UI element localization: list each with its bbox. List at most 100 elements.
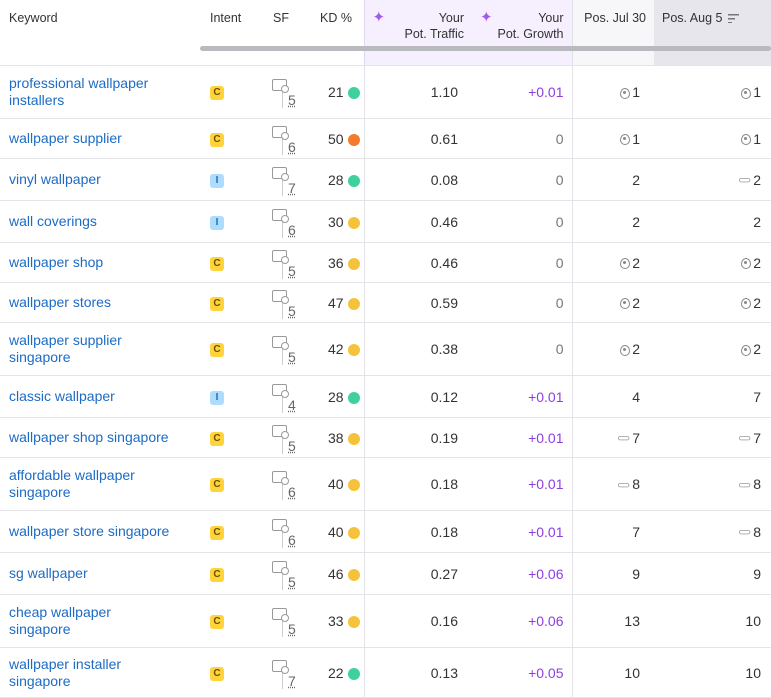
intent-badge[interactable]: C	[210, 86, 224, 101]
serp-preview-icon[interactable]	[272, 208, 289, 223]
position-value[interactable]: 7	[632, 523, 640, 540]
serp-features-count[interactable]: 6	[282, 484, 296, 500]
serp-features-count[interactable]: 5	[282, 573, 296, 590]
position-value[interactable]: 2	[632, 213, 640, 230]
serp-features-count[interactable]: 7	[282, 179, 296, 196]
serp-features-count[interactable]: 5	[282, 349, 296, 365]
intent-badge[interactable]: I	[210, 173, 224, 188]
pot-traffic-cell: 0.59	[363, 282, 472, 323]
sort-desc-icon[interactable]	[728, 14, 740, 24]
position-value[interactable]: 2	[753, 341, 761, 357]
keyword-link[interactable]: cheap wallpaper singapore	[0, 604, 200, 638]
intent-badge[interactable]: I	[210, 215, 224, 230]
intent-badge[interactable]: C	[210, 615, 224, 630]
keyword-link[interactable]: classic wallpaper	[0, 388, 200, 405]
col-header-pot-growth[interactable]: ✦ Your Pot. Growth	[472, 0, 572, 66]
intent-badge[interactable]: I	[210, 390, 224, 405]
keyword-link[interactable]: vinyl wallpaper	[0, 171, 200, 188]
col-header-intent[interactable]: Intent	[200, 0, 262, 66]
position-value[interactable]: 2	[753, 213, 761, 230]
pot-growth-value: +0.01	[528, 429, 564, 446]
pot-traffic-cell: 0.08	[363, 158, 472, 201]
link-icon: ⊂⊃	[617, 479, 630, 490]
position-value[interactable]: 8	[632, 476, 640, 492]
keyword-link[interactable]: professional wallpaper installers	[0, 75, 200, 109]
position-value[interactable]: 9	[753, 565, 761, 582]
position-value[interactable]: 4	[632, 388, 640, 405]
keyword-link[interactable]: wallpaper stores	[0, 294, 200, 311]
serp-features-count[interactable]: 5	[282, 302, 296, 319]
intent-badge[interactable]: C	[210, 256, 224, 271]
serp-preview-icon[interactable]	[272, 125, 289, 140]
col-header-pos-aug5[interactable]: Pos. Aug 5	[654, 0, 771, 66]
position-value[interactable]: 2	[753, 171, 761, 188]
col-header-sf[interactable]: SF	[262, 0, 310, 66]
serp-preview-icon[interactable]	[272, 249, 289, 264]
col-header-keyword[interactable]: Keyword	[0, 0, 200, 66]
serp-features-count[interactable]: 5	[282, 92, 296, 108]
position-value[interactable]: 1	[632, 130, 640, 147]
position-value[interactable]: 2	[753, 254, 761, 271]
intent-badge[interactable]: C	[210, 478, 224, 493]
serp-preview-icon[interactable]	[272, 424, 289, 439]
serp-features-count[interactable]: 6	[282, 221, 296, 238]
serp-preview-icon[interactable]	[272, 289, 289, 304]
intent-badge[interactable]: C	[210, 296, 224, 311]
keyword-link[interactable]: wallpaper supplier	[0, 130, 200, 147]
keyword-link[interactable]: wall coverings	[0, 213, 200, 230]
position-value[interactable]: 2	[632, 294, 640, 311]
keyword-link[interactable]: affordable wallpaper singapore	[0, 467, 200, 501]
keyword-link[interactable]: wallpaper shop	[0, 254, 200, 271]
position-value[interactable]: 1	[632, 84, 640, 100]
horizontal-scrollbar[interactable]	[200, 46, 771, 51]
serp-features-count[interactable]: 5	[282, 437, 296, 454]
serp-features-count[interactable]: 7	[282, 672, 296, 689]
keyword-link[interactable]: wallpaper supplier singapore	[0, 332, 200, 366]
position-value[interactable]: 8	[753, 476, 761, 492]
position-value[interactable]: 2	[632, 254, 640, 271]
position-value[interactable]: 10	[745, 613, 761, 629]
serp-preview-icon[interactable]	[272, 608, 289, 623]
serp-preview-icon[interactable]	[272, 518, 289, 533]
serp-preview-icon[interactable]	[272, 166, 289, 181]
serp-features-count[interactable]: 5	[282, 262, 296, 279]
position-value[interactable]: 2	[753, 294, 761, 311]
keyword-link[interactable]: sg wallpaper	[0, 565, 200, 582]
serp-preview-icon[interactable]	[272, 336, 289, 351]
intent-badge[interactable]: C	[210, 666, 224, 681]
position-value[interactable]: 7	[632, 429, 640, 446]
intent-badge[interactable]: C	[210, 343, 224, 358]
keyword-text: classic wallpaper	[9, 388, 115, 404]
position-value[interactable]: 10	[624, 664, 640, 681]
intent-badge[interactable]: C	[210, 132, 224, 147]
position-value[interactable]: 1	[753, 130, 761, 147]
pot-traffic-cell: 0.46	[363, 200, 472, 243]
position-value[interactable]: 1	[753, 84, 761, 100]
serp-preview-icon[interactable]	[272, 471, 289, 486]
position-value[interactable]: 13	[624, 613, 640, 629]
serp-preview-icon[interactable]	[272, 560, 289, 575]
intent-badge[interactable]: C	[210, 567, 224, 582]
position-value[interactable]: 9	[632, 565, 640, 582]
keyword-link[interactable]: wallpaper store singapore	[0, 523, 200, 540]
position-value[interactable]: 10	[745, 664, 761, 681]
serp-features-count[interactable]: 6	[282, 531, 296, 548]
position-value[interactable]: 7	[753, 388, 761, 405]
position-value[interactable]: 2	[632, 171, 640, 188]
col-header-pos-jul30[interactable]: Pos. Jul 30	[571, 0, 654, 66]
keyword-link[interactable]: wallpaper shop singapore	[0, 429, 200, 446]
position-value[interactable]: 8	[753, 523, 761, 540]
position-value[interactable]: 7	[753, 429, 761, 446]
position-value[interactable]: 2	[632, 341, 640, 357]
serp-preview-icon[interactable]	[272, 79, 289, 94]
serp-features-count[interactable]: 4	[282, 396, 296, 413]
keyword-link[interactable]: wallpaper installer singapore	[0, 656, 200, 690]
intent-badge[interactable]: C	[210, 431, 224, 446]
col-header-kd[interactable]: KD %	[310, 0, 364, 66]
serp-features-count[interactable]: 5	[282, 621, 296, 637]
serp-features-count[interactable]: 6	[282, 138, 296, 155]
serp-preview-icon[interactable]	[272, 659, 289, 674]
intent-badge[interactable]: C	[210, 525, 224, 540]
serp-preview-icon[interactable]	[272, 383, 289, 398]
col-header-pot-traffic[interactable]: ✦ Your Pot. Traffic	[363, 0, 472, 66]
